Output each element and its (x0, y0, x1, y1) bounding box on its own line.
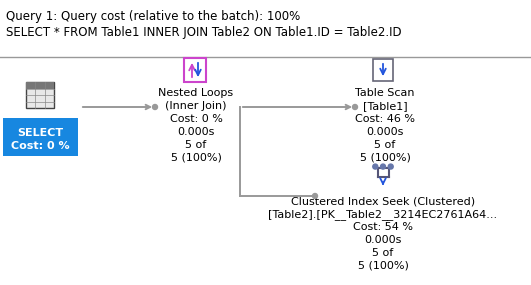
Text: 5 of: 5 of (372, 248, 393, 258)
Text: [Table2].[PK__Table2__3214EC2761A64...: [Table2].[PK__Table2__3214EC2761A64... (269, 209, 498, 220)
Text: 5 of: 5 of (185, 140, 207, 150)
Text: (Inner Join): (Inner Join) (165, 101, 227, 111)
Circle shape (313, 194, 318, 198)
Text: Cost: 46 %: Cost: 46 % (355, 114, 415, 124)
Text: 5 (100%): 5 (100%) (357, 261, 408, 271)
Circle shape (152, 105, 158, 109)
Text: 5 (100%): 5 (100%) (170, 153, 221, 163)
Circle shape (373, 164, 378, 169)
Text: Cost: 54 %: Cost: 54 % (353, 222, 413, 232)
Bar (373, 59, 393, 81)
Text: SELECT * FROM Table1 INNER JOIN Table2 ON Table1.ID = Table2.ID: SELECT * FROM Table1 INNER JOIN Table2 O… (6, 26, 401, 39)
Bar (26, 82, 54, 108)
Text: Nested Loops: Nested Loops (158, 88, 234, 98)
Text: Cost: 0 %: Cost: 0 % (169, 114, 222, 124)
Bar (26, 82, 54, 89)
Bar (184, 58, 206, 82)
Circle shape (353, 105, 357, 109)
Text: Query 1: Query cost (relative to the batch): 100%: Query 1: Query cost (relative to the bat… (6, 10, 300, 23)
Bar (27, 83, 55, 109)
Circle shape (381, 164, 386, 169)
Text: SELECT: SELECT (18, 128, 64, 138)
Text: 5 (100%): 5 (100%) (359, 153, 410, 163)
Bar (3, 118, 78, 156)
Text: 0.000s: 0.000s (177, 127, 215, 137)
Text: 5 of: 5 of (374, 140, 396, 150)
Text: Clustered Index Seek (Clustered): Clustered Index Seek (Clustered) (291, 196, 475, 206)
Text: Table Scan: Table Scan (355, 88, 415, 98)
Text: [Table1]: [Table1] (363, 101, 407, 111)
Text: 0.000s: 0.000s (366, 127, 404, 137)
Text: Cost: 0 %: Cost: 0 % (11, 141, 70, 151)
Text: 0.000s: 0.000s (364, 235, 401, 245)
Circle shape (388, 164, 393, 169)
